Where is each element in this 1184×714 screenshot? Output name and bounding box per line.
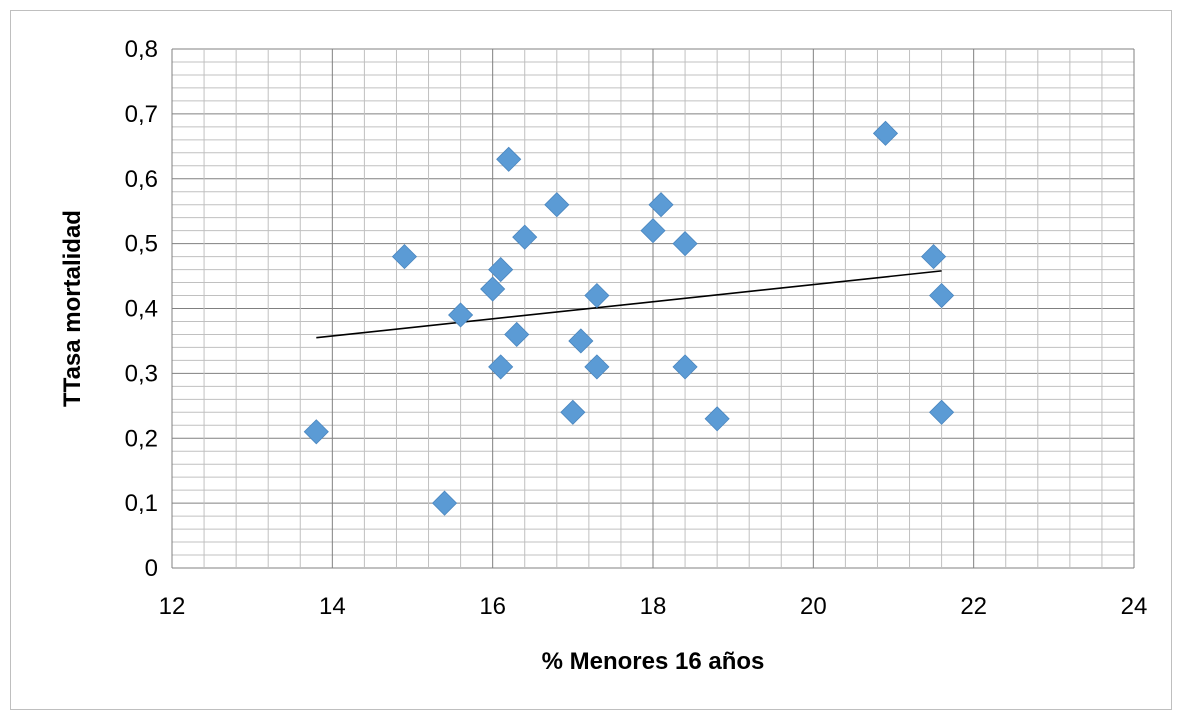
data-point bbox=[929, 282, 955, 309]
data-point bbox=[496, 146, 522, 172]
x-tick-label: 22 bbox=[960, 593, 987, 620]
x-tick-label: 14 bbox=[319, 593, 346, 620]
tick-labels: 12 14 16 18 20 22 24 0 0,1 0,2 0,3 0,4 0,5 0,6 0,7 0,8 bbox=[125, 36, 1148, 620]
x-axis-title: % Menores 16 años bbox=[542, 648, 765, 675]
data-point bbox=[432, 490, 458, 516]
x-tick-label: 16 bbox=[479, 593, 506, 620]
y-tick-label: 0,8 bbox=[125, 36, 158, 63]
x-tick-label: 18 bbox=[640, 593, 667, 620]
x-tick-label: 20 bbox=[800, 593, 827, 620]
y-tick-label: 0,7 bbox=[125, 101, 158, 128]
y-tick-label: 0,3 bbox=[125, 360, 158, 387]
y-tick-label: 0 bbox=[145, 555, 158, 582]
data-point bbox=[672, 231, 698, 257]
data-point bbox=[512, 224, 538, 250]
data-point bbox=[504, 321, 530, 348]
data-point bbox=[672, 354, 698, 380]
y-tick-label: 0,6 bbox=[125, 166, 158, 193]
data-point bbox=[448, 302, 474, 328]
data-point bbox=[488, 354, 514, 380]
gridlines bbox=[171, 48, 1135, 569]
data-point bbox=[584, 282, 610, 309]
data-point bbox=[544, 192, 570, 218]
data-point bbox=[391, 244, 418, 270]
data-point bbox=[704, 406, 730, 432]
data-point bbox=[584, 354, 610, 380]
y-tick-label: 0,4 bbox=[125, 296, 158, 323]
data-point bbox=[648, 192, 674, 218]
data-point bbox=[488, 257, 514, 283]
data-points bbox=[303, 120, 955, 516]
y-tick-label: 0,5 bbox=[125, 231, 158, 258]
trendline bbox=[316, 270, 942, 339]
data-point bbox=[929, 399, 955, 425]
data-point bbox=[568, 328, 594, 354]
x-tick-label: 24 bbox=[1121, 593, 1148, 620]
data-point bbox=[303, 419, 329, 445]
y-tick-label: 0,1 bbox=[125, 490, 158, 517]
data-point bbox=[640, 218, 666, 244]
y-axis-title: TTasa mortalidad bbox=[59, 210, 86, 407]
data-point bbox=[872, 120, 899, 146]
y-tick-label: 0,2 bbox=[125, 425, 158, 452]
data-point bbox=[560, 399, 586, 425]
data-point bbox=[921, 244, 947, 270]
data-point bbox=[480, 276, 506, 302]
x-tick-label: 12 bbox=[159, 593, 186, 620]
trendline-layer bbox=[316, 270, 942, 339]
